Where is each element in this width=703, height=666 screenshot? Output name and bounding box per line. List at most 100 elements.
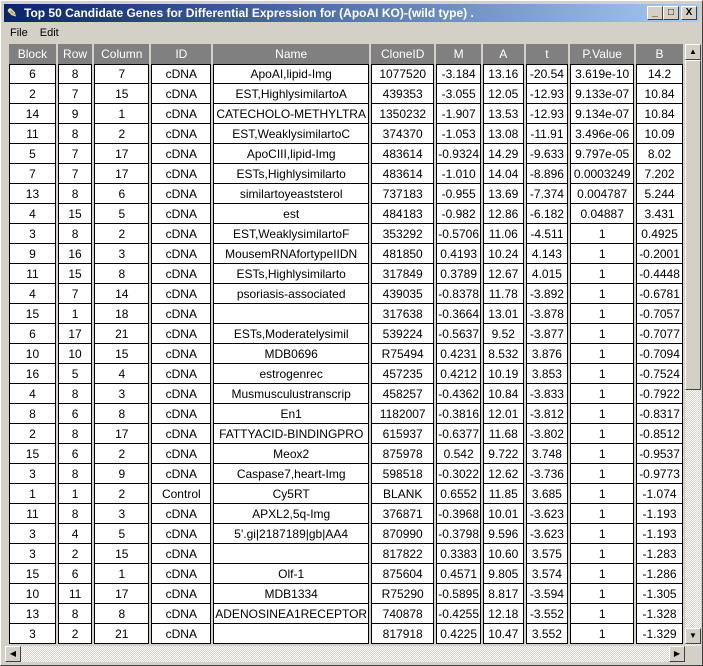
cell-cloneid[interactable]: 875604 bbox=[371, 564, 435, 584]
cell-m[interactable]: -1.907 bbox=[436, 104, 481, 124]
cell-pvalue[interactable]: 1 bbox=[570, 604, 635, 624]
cell-name[interactable]: ApoAI,lipid-Img bbox=[213, 64, 370, 84]
cell-b[interactable]: 0.4925 bbox=[636, 224, 683, 244]
column-header-block[interactable]: Block bbox=[9, 44, 56, 64]
cell-block[interactable]: 13 bbox=[9, 184, 56, 204]
cell-b[interactable]: -0.8512 bbox=[636, 424, 683, 444]
cell-m[interactable]: -0.5706 bbox=[436, 224, 481, 244]
cell-t[interactable]: -12.93 bbox=[525, 84, 569, 104]
cell-pvalue[interactable]: 1 bbox=[570, 564, 635, 584]
cell-t[interactable]: -7.374 bbox=[525, 184, 569, 204]
cell-t[interactable]: -3.812 bbox=[525, 404, 569, 424]
cell-name[interactable]: psoriasis-associated bbox=[213, 284, 370, 304]
cell-t[interactable]: 3.876 bbox=[525, 344, 569, 364]
cell-id[interactable]: Control bbox=[151, 484, 212, 504]
cell-t[interactable]: 3.685 bbox=[525, 484, 569, 504]
cell-column[interactable]: 15 bbox=[94, 344, 150, 364]
cell-block[interactable]: 10 bbox=[9, 584, 56, 604]
cell-id[interactable]: cDNA bbox=[151, 224, 212, 244]
cell-cloneid[interactable]: 1182007 bbox=[371, 404, 435, 424]
table-row[interactable]: 4 8 3 cDNA Musmusculustranscrip 458257 -0.4362… bbox=[9, 384, 683, 404]
cell-block[interactable]: 2 bbox=[9, 424, 56, 444]
cell-column[interactable]: 8 bbox=[94, 604, 150, 624]
cell-b[interactable]: -1.328 bbox=[636, 604, 683, 624]
cell-id[interactable]: cDNA bbox=[151, 384, 212, 404]
table-row[interactable]: 1 1 2 Control Cy5RT BLANK 0.6552 11.85 3.685 1 -1.… bbox=[9, 484, 683, 504]
cell-cloneid[interactable]: 737183 bbox=[371, 184, 435, 204]
cell-name[interactable]: EST,WeaklysimilartoC bbox=[213, 124, 370, 144]
cell-block[interactable]: 16 bbox=[9, 364, 56, 384]
cell-column[interactable]: 1 bbox=[94, 564, 150, 584]
cell-t[interactable]: -3.552 bbox=[525, 604, 569, 624]
cell-row[interactable]: 5 bbox=[57, 364, 93, 384]
cell-m[interactable]: 0.4193 bbox=[436, 244, 481, 264]
cell-m[interactable]: -3.184 bbox=[436, 64, 481, 84]
cell-cloneid[interactable]: 457235 bbox=[371, 364, 435, 384]
table-row[interactable]: 15 6 2 cDNA Meox2 875978 0.542 9.722 3.748 1 -0.95… bbox=[9, 444, 683, 464]
cell-column[interactable]: 15 bbox=[94, 84, 150, 104]
cell-row[interactable]: 8 bbox=[57, 224, 93, 244]
cell-id[interactable]: cDNA bbox=[151, 504, 212, 524]
cell-a[interactable]: 13.53 bbox=[483, 104, 524, 124]
table-row[interactable]: 13 8 6 cDNA similartoyeaststerol 737183 -0.955… bbox=[9, 184, 683, 204]
cell-cloneid[interactable]: BLANK bbox=[371, 484, 435, 504]
cell-b[interactable]: -1.193 bbox=[636, 524, 683, 544]
cell-name[interactable]: ESTs,Moderatelysimil bbox=[213, 324, 370, 344]
cell-m[interactable]: 0.3789 bbox=[436, 264, 481, 284]
cell-name[interactable]: Musmusculustranscrip bbox=[213, 384, 370, 404]
cell-id[interactable]: cDNA bbox=[151, 464, 212, 484]
cell-block[interactable]: 15 bbox=[9, 444, 56, 464]
cell-name[interactable]: ESTs,Highlysimilarto bbox=[213, 164, 370, 184]
cell-m[interactable]: -0.4255 bbox=[436, 604, 481, 624]
cell-block[interactable]: 6 bbox=[9, 324, 56, 344]
table-row[interactable]: 3 4 5 cDNA 5'.gi|2187189|gb|AA4 870990 -0.3798… bbox=[9, 524, 683, 544]
cell-b[interactable]: 10.09 bbox=[636, 124, 683, 144]
cell-pvalue[interactable]: 1 bbox=[570, 364, 635, 384]
cell-name[interactable]: ESTs,Highlysimilarto bbox=[213, 264, 370, 284]
cell-t[interactable]: -20.54 bbox=[525, 64, 569, 84]
cell-block[interactable]: 7 bbox=[9, 164, 56, 184]
scroll-left-arrow-icon[interactable]: ◀ bbox=[5, 646, 21, 662]
cell-cloneid[interactable]: 353292 bbox=[371, 224, 435, 244]
cell-cloneid[interactable]: 374370 bbox=[371, 124, 435, 144]
cell-name[interactable]: Meox2 bbox=[213, 444, 370, 464]
table-row[interactable]: 11 8 2 cDNA EST,WeaklysimilartoC 374370 -1.053… bbox=[9, 124, 683, 144]
cell-pvalue[interactable]: 0.0003249 bbox=[570, 164, 635, 184]
cell-b[interactable]: 7.202 bbox=[636, 164, 683, 184]
table-row[interactable]: 15 1 18 cDNA 317638 -0.3664 13.01 -3.878 1 -0.705… bbox=[9, 304, 683, 324]
table-row[interactable]: 7 7 17 cDNA ESTs,Highlysimilarto 483614 -1.010… bbox=[9, 164, 683, 184]
cell-column[interactable]: 2 bbox=[94, 224, 150, 244]
table-row[interactable]: 13 8 8 cDNA ADENOSINEA1RECEPTOR 740878 -0.4255… bbox=[9, 604, 683, 624]
table-row[interactable]: 14 9 1 cDNA CATECHOLO-METHYLTRA 1350232 -1.907… bbox=[9, 104, 683, 124]
cell-a[interactable]: 13.69 bbox=[483, 184, 524, 204]
cell-name[interactable]: CATECHOLO-METHYLTRA bbox=[213, 104, 370, 124]
cell-column[interactable]: 2 bbox=[94, 444, 150, 464]
column-header-b[interactable]: B bbox=[636, 44, 683, 64]
cell-name[interactable]: similartoyeaststerol bbox=[213, 184, 370, 204]
cell-block[interactable]: 5 bbox=[9, 144, 56, 164]
cell-m[interactable]: -0.3798 bbox=[436, 524, 481, 544]
cell-a[interactable]: 12.01 bbox=[483, 404, 524, 424]
menu-file[interactable]: File bbox=[10, 27, 28, 39]
cell-cloneid[interactable]: 1350232 bbox=[371, 104, 435, 124]
cell-row[interactable]: 6 bbox=[57, 444, 93, 464]
cell-a[interactable]: 13.01 bbox=[483, 304, 524, 324]
cell-cloneid[interactable]: 458257 bbox=[371, 384, 435, 404]
cell-block[interactable]: 4 bbox=[9, 384, 56, 404]
column-header-column[interactable]: Column bbox=[94, 44, 150, 64]
cell-cloneid[interactable]: 598518 bbox=[371, 464, 435, 484]
cell-block[interactable]: 6 bbox=[9, 64, 56, 84]
cell-a[interactable]: 11.06 bbox=[483, 224, 524, 244]
cell-row[interactable]: 8 bbox=[57, 384, 93, 404]
cell-cloneid[interactable]: 615937 bbox=[371, 424, 435, 444]
cell-m[interactable]: 0.4212 bbox=[436, 364, 481, 384]
cell-column[interactable]: 3 bbox=[94, 504, 150, 524]
cell-pvalue[interactable]: 3.619e-10 bbox=[570, 64, 635, 84]
table-row[interactable]: 3 8 2 cDNA EST,WeaklysimilartoF 353292 -0.5706… bbox=[9, 224, 683, 244]
column-header-id[interactable]: ID bbox=[151, 44, 212, 64]
cell-block[interactable]: 3 bbox=[9, 544, 56, 564]
cell-id[interactable]: cDNA bbox=[151, 64, 212, 84]
cell-a[interactable]: 12.86 bbox=[483, 204, 524, 224]
cell-b[interactable]: 8.02 bbox=[636, 144, 683, 164]
cell-cloneid[interactable]: 376871 bbox=[371, 504, 435, 524]
